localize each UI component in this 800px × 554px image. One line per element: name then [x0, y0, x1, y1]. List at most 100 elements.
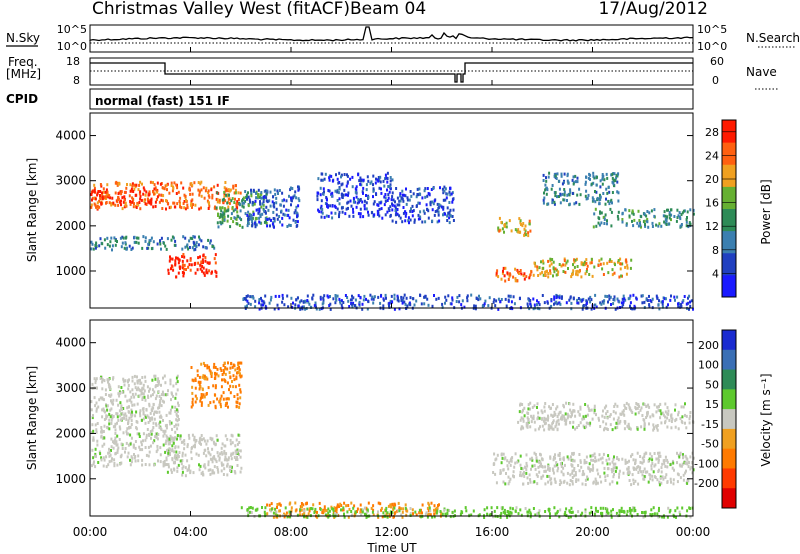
power-cell	[427, 303, 430, 307]
velocity-cell	[446, 508, 449, 512]
power-cell	[681, 211, 684, 215]
power-cell	[377, 295, 380, 299]
power-cell	[567, 267, 569, 270]
power-cell	[340, 173, 343, 177]
velocity-cell	[202, 464, 205, 468]
velocity-cell	[385, 506, 388, 510]
power-cell	[423, 295, 426, 299]
velocity-cell	[502, 452, 505, 456]
power-cell	[388, 304, 390, 308]
power-cell	[349, 177, 352, 181]
velocity-cell	[131, 410, 133, 414]
power-cell	[95, 245, 98, 248]
velocity-cell	[634, 412, 637, 416]
power-cell	[189, 257, 192, 261]
velocity-cell	[333, 515, 336, 519]
power-cell	[610, 303, 612, 306]
power-cell	[367, 299, 370, 303]
velocity-cell	[177, 401, 179, 405]
power-cell	[568, 193, 571, 197]
velocity-cell	[631, 453, 634, 457]
velocity-cell	[533, 464, 536, 468]
power-cell	[337, 191, 340, 195]
power-cell	[448, 201, 451, 204]
power-cell	[193, 241, 196, 245]
velocity-cell	[392, 508, 395, 511]
velocity-cell	[599, 425, 602, 428]
power-cell	[197, 243, 200, 247]
velocity-cell	[583, 458, 586, 462]
noise-left-tick-bottom: 10^0	[57, 40, 87, 53]
velocity-cell	[91, 382, 94, 386]
velocity-cell	[616, 457, 619, 460]
x-tick-label: 12:00	[374, 525, 409, 539]
power-cell	[111, 248, 113, 252]
velocity-cell	[571, 510, 574, 514]
velocity-cell	[682, 453, 684, 457]
power-cell	[575, 270, 578, 274]
velocity-cell	[206, 364, 209, 368]
velocity-cell	[359, 508, 362, 512]
velocity-cell	[451, 510, 454, 514]
velocity-cell	[642, 418, 645, 422]
velocity-cell	[639, 460, 642, 464]
power-cell	[636, 221, 639, 225]
power-cell	[258, 307, 261, 311]
velocity-cell	[219, 402, 222, 406]
velocity-cell	[118, 409, 121, 413]
velocity-cell	[131, 456, 134, 460]
power-cell	[662, 214, 665, 218]
power-cell	[563, 172, 566, 176]
power-cell	[328, 189, 331, 193]
velocity-cell	[489, 512, 492, 516]
velocity-cell	[172, 439, 175, 443]
power-cell	[200, 180, 203, 184]
velocity-cell	[610, 468, 613, 471]
power-cell	[168, 191, 171, 195]
velocity-cell	[231, 441, 234, 445]
power-cell	[635, 297, 638, 301]
velocity-cell	[674, 509, 677, 513]
velocity-cell	[99, 452, 102, 456]
power-cell	[133, 183, 136, 187]
power-cell	[181, 247, 184, 251]
power-cell	[674, 298, 676, 302]
power-cell	[258, 220, 261, 224]
velocity-cell	[606, 462, 609, 466]
velocity-cell	[637, 471, 640, 474]
power-cell	[268, 301, 271, 305]
power-cell	[200, 260, 203, 264]
velocity-cell	[681, 421, 684, 425]
velocity-cell	[134, 392, 137, 396]
velocity-cell	[209, 401, 212, 405]
power-cell	[162, 241, 165, 245]
power-cell	[451, 296, 454, 300]
velocity-cell	[660, 466, 663, 470]
power-cell	[259, 215, 262, 218]
velocity-cell	[563, 417, 566, 421]
velocity-cell	[675, 515, 677, 519]
power-cell	[123, 195, 126, 199]
power-cell	[520, 272, 523, 276]
velocity-cell	[652, 470, 655, 474]
power-cell	[247, 204, 250, 208]
velocity-cell	[470, 513, 473, 517]
velocity-cell	[168, 442, 171, 446]
power-cell	[623, 297, 626, 301]
velocity-cell	[203, 395, 206, 399]
power-cell	[198, 193, 201, 197]
power-cell	[156, 190, 159, 194]
velocity-cell	[536, 402, 539, 406]
velocity-cell	[236, 442, 239, 446]
power-cell	[159, 239, 162, 243]
power-cell	[594, 207, 597, 211]
velocity-cell	[520, 425, 523, 429]
power-cell	[583, 260, 586, 264]
velocity-cell	[666, 406, 669, 410]
power-cell	[611, 273, 614, 277]
power-cell	[524, 229, 527, 233]
power-cell	[399, 199, 402, 203]
velocity-cell	[636, 465, 639, 469]
velocity-cell	[608, 414, 611, 418]
power-cell	[253, 202, 256, 206]
